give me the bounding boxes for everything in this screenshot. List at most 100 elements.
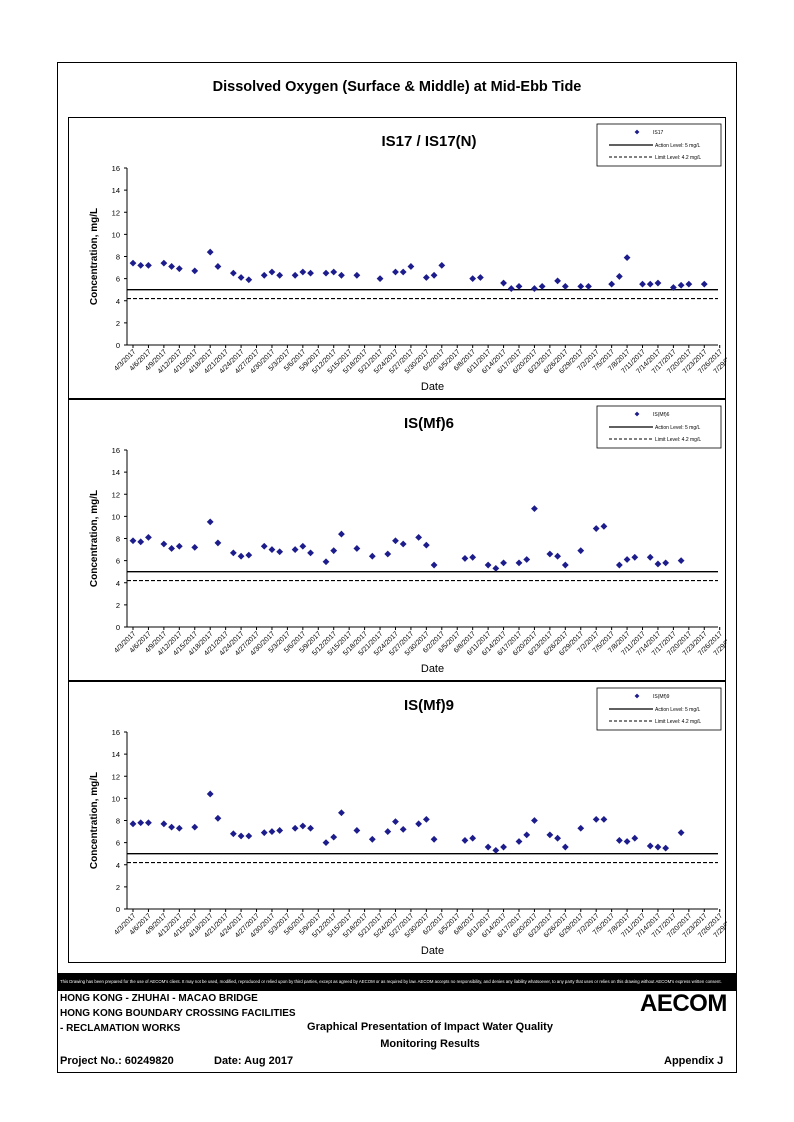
- data-point: [260, 829, 268, 837]
- data-point: [662, 844, 670, 852]
- data-point: [307, 269, 314, 277]
- data-point: [145, 819, 152, 827]
- data-point: [260, 271, 268, 279]
- legend-limit-label: Limit Level: 4.2 mg/L: [655, 437, 701, 443]
- data-point: [353, 271, 361, 279]
- data-point: [461, 555, 469, 562]
- data-point: [245, 276, 253, 284]
- data-point: [392, 268, 399, 276]
- chart-title: IS(Mf)6: [404, 415, 454, 432]
- y-tick-label: 4: [116, 861, 120, 870]
- data-point: [368, 552, 376, 560]
- data-point: [422, 815, 430, 823]
- data-point: [515, 282, 523, 290]
- y-tick-label: 2: [116, 601, 120, 610]
- data-point: [623, 254, 631, 262]
- data-point: [384, 550, 392, 558]
- data-point: [523, 556, 531, 563]
- data-point: [554, 834, 561, 842]
- data-point: [554, 552, 561, 560]
- data-point: [422, 541, 430, 549]
- data-point: [654, 843, 662, 851]
- data-point: [554, 277, 561, 285]
- y-tick-label: 14: [112, 468, 120, 477]
- data-point: [646, 842, 654, 850]
- data-point: [214, 263, 222, 270]
- data-point: [160, 820, 168, 828]
- chart-is17: IS17 / IS17(N) 0 2 4 6 8 10 12 14 16 Concentration…: [89, 123, 727, 393]
- y-tick-label: 12: [112, 772, 120, 781]
- y-tick-label: 2: [116, 319, 120, 328]
- y-axis-label: Concentration, mg/L: [89, 490, 100, 587]
- data-point: [307, 549, 314, 557]
- data-point: [392, 818, 399, 826]
- data-point: [376, 275, 384, 283]
- data-point: [137, 538, 145, 546]
- data-point: [168, 823, 175, 831]
- data-point: [500, 559, 507, 567]
- data-point: [191, 823, 199, 831]
- data-point: [145, 261, 152, 269]
- data-point: [237, 274, 245, 281]
- data-point: [137, 819, 145, 827]
- y-tick-label: 8: [116, 535, 120, 544]
- data-point: [307, 824, 314, 832]
- data-point: [168, 263, 175, 270]
- legend-marker: [634, 693, 640, 699]
- data-point: [615, 273, 623, 280]
- data-point: [623, 556, 631, 563]
- data-point: [577, 282, 585, 290]
- data-point: [546, 831, 554, 839]
- data-point: [531, 817, 538, 824]
- data-point: [546, 550, 554, 558]
- data-point: [515, 559, 523, 567]
- data-point: [322, 558, 330, 566]
- data-point: [229, 549, 237, 557]
- x-axis-label: Date: [421, 945, 444, 957]
- y-tick-label: 2: [116, 883, 120, 892]
- data-point: [561, 282, 569, 290]
- y-axis-label: Concentration, mg/L: [89, 208, 100, 305]
- data-point: [384, 828, 392, 835]
- y-tick-label: 12: [112, 208, 120, 217]
- data-point: [561, 843, 569, 851]
- data-point: [268, 828, 276, 835]
- data-point: [531, 505, 538, 513]
- data-point: [608, 280, 616, 288]
- y-tick-label: 0: [116, 623, 120, 632]
- y-tick-label: 16: [112, 446, 120, 455]
- legend-series-label: IS17: [653, 130, 664, 136]
- data-point: [677, 829, 685, 837]
- data-point: [160, 259, 168, 267]
- data-point: [338, 809, 345, 817]
- data-point: [137, 261, 145, 269]
- y-tick-label: 10: [112, 512, 120, 521]
- data-point: [291, 271, 299, 279]
- data-point: [237, 832, 245, 840]
- data-point: [430, 271, 438, 279]
- y-tick-label: 4: [116, 297, 120, 306]
- data-point: [646, 280, 654, 288]
- data-point: [299, 268, 307, 276]
- legend-series-label: IS(Mf)6: [653, 412, 670, 418]
- project-name-line1: HONG KONG - ZHUHAI - MACAO BRIDGE: [60, 993, 258, 1004]
- data-point: [322, 839, 330, 847]
- aecom-logo: AECOM: [640, 990, 727, 1017]
- project-name-line2: HONG KONG BOUNDARY CROSSING FACILITIES: [60, 1008, 296, 1019]
- y-tick-label: 0: [116, 341, 120, 350]
- graph-title-line2: Monitoring Results: [380, 1038, 480, 1050]
- data-point: [291, 546, 299, 553]
- data-point: [615, 837, 623, 844]
- data-point: [515, 838, 523, 845]
- data-point: [677, 557, 685, 565]
- data-point: [662, 559, 670, 567]
- graph-title-line1: Graphical Presentation of Impact Water Q…: [307, 1021, 553, 1033]
- data-point: [276, 827, 284, 834]
- y-tick-label: 6: [116, 275, 120, 284]
- data-point: [206, 790, 214, 798]
- y-tick-label: 0: [116, 905, 120, 914]
- legend-action-label: Action Level: 5 mg/L: [655, 707, 701, 713]
- data-point: [646, 553, 654, 561]
- data-point: [438, 261, 446, 269]
